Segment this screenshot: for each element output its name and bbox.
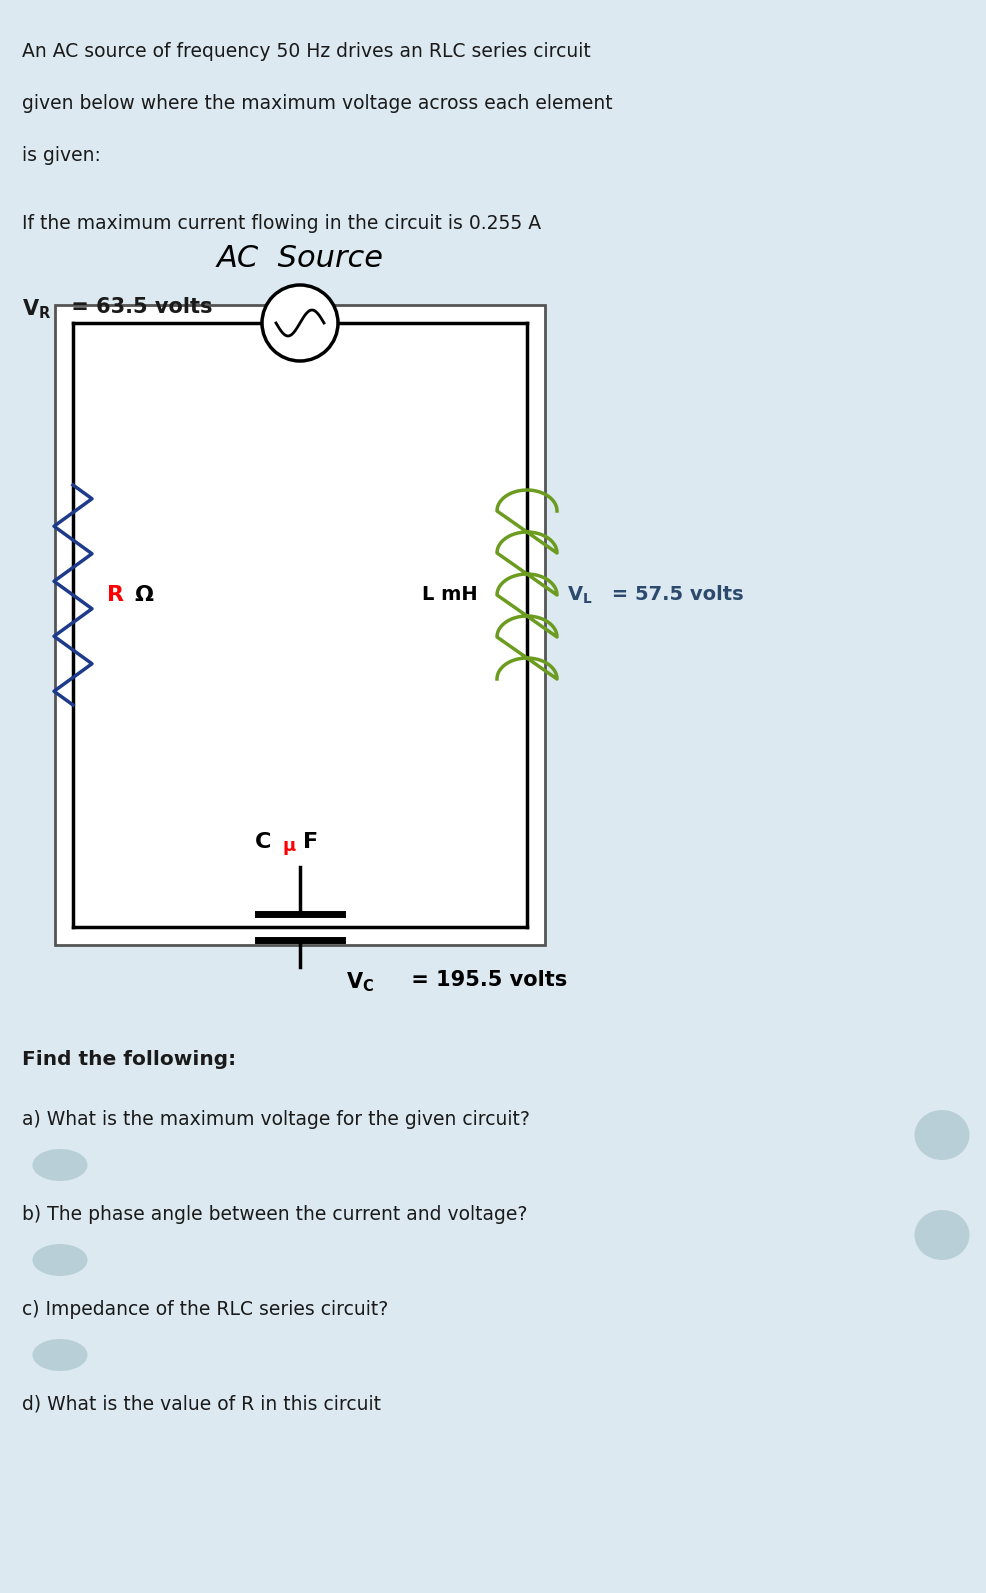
Text: $\mathbf{V_C}$: $\mathbf{V_C}$ [345,970,374,994]
Text: Find the following:: Find the following: [22,1050,236,1069]
Ellipse shape [914,1211,968,1260]
Text: An AC source of frequency 50 Hz drives an RLC series circuit: An AC source of frequency 50 Hz drives a… [22,41,591,61]
Circle shape [261,285,337,362]
Ellipse shape [33,1340,88,1372]
Text: c) Impedance of the RLC series circuit?: c) Impedance of the RLC series circuit? [22,1300,387,1319]
Text: R: R [106,585,124,605]
Ellipse shape [33,1244,88,1276]
Text: L mH: L mH [422,586,477,604]
Ellipse shape [33,1149,88,1180]
Text: $\mathbf{V_L}$: $\mathbf{V_L}$ [566,585,592,605]
Text: a) What is the maximum voltage for the given circuit?: a) What is the maximum voltage for the g… [22,1110,529,1129]
Text: C: C [254,832,271,852]
Text: Ω: Ω [134,585,153,605]
Text: $\mathbf{V_R}$: $\mathbf{V_R}$ [22,296,51,320]
Ellipse shape [914,1110,968,1160]
Text: AC  Source: AC Source [216,244,384,272]
Text: = 63.5 volts: = 63.5 volts [64,296,212,317]
Text: b) The phase angle between the current and voltage?: b) The phase angle between the current a… [22,1204,527,1223]
Text: = 57.5 volts: = 57.5 volts [604,586,742,604]
Bar [55,304,544,945]
Text: F: F [303,832,317,852]
Text: is given:: is given: [22,147,101,166]
Text: d) What is the value of R in this circuit: d) What is the value of R in this circui… [22,1395,381,1415]
Text: given below where the maximum voltage across each element: given below where the maximum voltage ac… [22,94,612,113]
Text: μ: μ [282,836,295,855]
Text: If the maximum current flowing in the circuit is 0.255 A: If the maximum current flowing in the ci… [22,213,540,233]
Text: = 195.5 volts: = 195.5 volts [403,970,567,989]
